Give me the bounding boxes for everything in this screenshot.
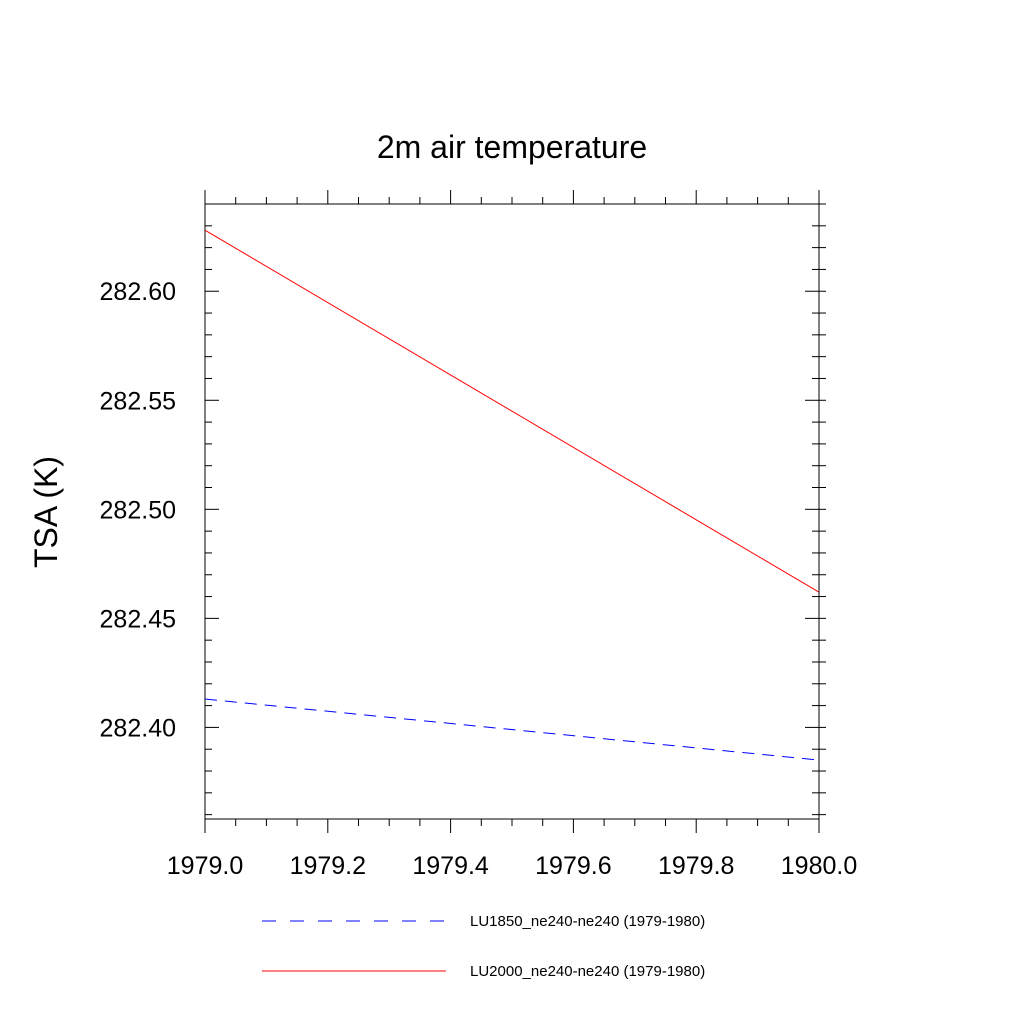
series-line-2 (204, 229, 820, 593)
y-tick-label: 282.40 (100, 714, 176, 742)
x-tick-label: 1979.8 (658, 852, 734, 880)
x-tick-label: 1979.6 (535, 852, 611, 880)
legend: LU1850_ne240-ne240 (1979-1980) LU2000_ne2… (262, 913, 705, 980)
x-tick-label: 1980.0 (781, 852, 857, 880)
y-tick-label: 282.60 (100, 278, 176, 306)
y-tick-label: 282.50 (100, 496, 176, 524)
legend-label-2: LU2000_ne240-ne240 (1979-1980) (470, 963, 705, 980)
plot-frame (204, 203, 820, 820)
series-line-1 (204, 698, 820, 761)
series-layer (204, 229, 820, 761)
x-tick-label: 1979.2 (290, 852, 366, 880)
legend-label-1: LU1850_ne240-ne240 (1979-1980) (470, 913, 705, 930)
x-tick-label: 1979.0 (167, 852, 243, 880)
x-tick-label: 1979.4 (412, 852, 489, 880)
chart-title: 2m air temperature (377, 129, 647, 165)
x-axis-ticks: 1979.0 1979.2 1979.4 1979.6 1979.8 1980.0 (167, 190, 857, 880)
y-tick-label: 282.45 (100, 605, 176, 633)
y-tick-label: 282.55 (100, 387, 176, 415)
y-axis-ticks: 282.40 282.45 282.50 282.55 282.60 (100, 203, 826, 816)
y-axis-label: TSA (K) (28, 456, 64, 568)
